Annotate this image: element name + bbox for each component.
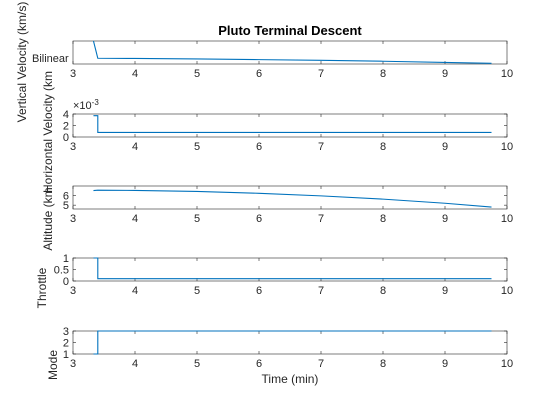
x-tick-label: 6 — [256, 358, 262, 370]
x-tick-label: 7 — [318, 285, 324, 297]
series-line-mode — [93, 330, 492, 355]
y-tick-label: 5 — [63, 200, 69, 212]
x-tick-label: 9 — [442, 358, 448, 370]
y-tick-label: 1 — [63, 349, 69, 361]
x-tick-label: 7 — [318, 213, 324, 225]
x-tick-label: 4 — [132, 68, 138, 80]
x-tick-label: 10 — [501, 285, 513, 297]
x-tick-label: 6 — [256, 285, 262, 297]
y-tick-label: 0 — [63, 132, 69, 144]
x-tick-label: 3 — [70, 213, 76, 225]
y-tick-label: 2 — [63, 338, 69, 350]
annotation-label: Bilinear — [32, 53, 69, 65]
x-tick-label: 6 — [256, 68, 262, 80]
x-tick-label: 7 — [318, 68, 324, 80]
x-tick-label: 5 — [194, 141, 200, 153]
x-tick-label: 4 — [132, 213, 138, 225]
series-line-throttle — [93, 257, 492, 280]
series-line-altitude — [93, 189, 492, 208]
x-tick-label: 5 — [194, 358, 200, 370]
y-tick-label: 0 — [63, 276, 69, 288]
x-tick-label: 4 — [132, 285, 138, 297]
y-tick-label: 6 — [63, 191, 69, 203]
y-axis-label: Horizontal Velocity (km — [41, 71, 55, 193]
x-tick-label: 6 — [256, 141, 262, 153]
x-tick-label: 10 — [501, 358, 513, 370]
y-tick-label: 0.5 — [54, 265, 69, 277]
x-tick-label: 3 — [70, 141, 76, 153]
axes-box — [72, 40, 508, 65]
axes-box — [72, 257, 508, 282]
x-tick-label: 8 — [380, 358, 386, 370]
panel-throttle: 3 4 5 6 7 8 9 10 00.51 Throttle — [35, 253, 513, 308]
y-tick-label: 1 — [63, 253, 69, 265]
x-tick-label: 8 — [380, 141, 386, 153]
x-tick-label: 9 — [442, 68, 448, 80]
x-tick-label: 9 — [442, 141, 448, 153]
y-exponent-power: -3 — [92, 98, 100, 107]
x-tick-label: 7 — [318, 141, 324, 153]
x-tick-label: 4 — [132, 358, 138, 370]
x-tick-label: 8 — [380, 285, 386, 297]
x-tick-label: 6 — [256, 213, 262, 225]
y-tick-label: 3 — [63, 326, 69, 338]
x-tick-label: 10 — [501, 141, 513, 153]
y-axis-label: Mode — [46, 350, 60, 380]
y-tick-label: 2 — [63, 121, 69, 133]
x-tick-label: 4 — [132, 141, 138, 153]
x-tick-label: 7 — [318, 358, 324, 370]
x-tick-label: 10 — [501, 68, 513, 80]
chart-title: Pluto Terminal Descent — [218, 23, 362, 38]
x-axis-label: Time (min) — [262, 372, 319, 386]
axes-box — [72, 113, 508, 138]
y-exponent-base: ×10 — [73, 100, 92, 112]
x-tick-label: 8 — [380, 68, 386, 80]
axes-box — [72, 185, 508, 210]
y-tick-label: 4 — [63, 109, 69, 121]
y-axis-label: Altitude (km — [41, 187, 55, 250]
x-tick-label: 3 — [70, 358, 76, 370]
x-tick-label: 3 — [70, 285, 76, 297]
x-tick-label: 8 — [380, 213, 386, 225]
y-axis-label: Vertical Velocity (km/s) — [15, 2, 29, 123]
y-axis-label: Throttle — [35, 267, 49, 308]
x-tick-label: 9 — [442, 285, 448, 297]
x-tick-label: 10 — [501, 213, 513, 225]
x-tick-label: 5 — [194, 213, 200, 225]
axes-box — [72, 330, 508, 355]
series-line-vertical-velocity — [92, 40, 492, 64]
x-tick-label: 5 — [194, 285, 200, 297]
series-line-horizontal-velocity — [93, 115, 492, 133]
y-exponent-label: ×10-3 — [73, 98, 99, 112]
x-tick-label: 9 — [442, 213, 448, 225]
x-tick-label: 3 — [70, 68, 76, 80]
x-tick-label: 5 — [194, 68, 200, 80]
